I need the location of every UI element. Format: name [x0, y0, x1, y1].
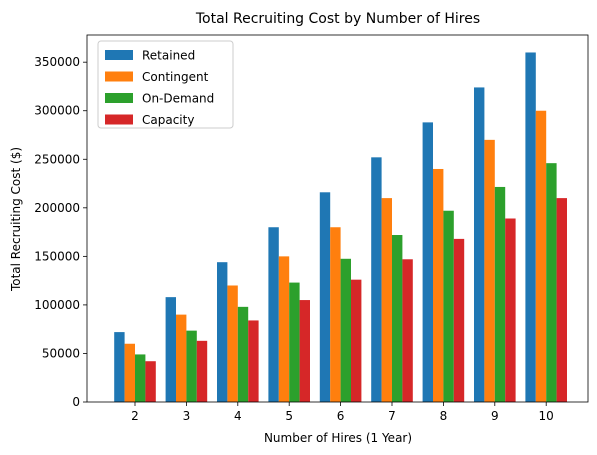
bar-retained-2	[114, 332, 125, 402]
x-tick-label: 9	[491, 409, 499, 423]
bar-contingent-6	[330, 227, 341, 402]
legend-box	[97, 40, 234, 129]
legend-swatch-contingent	[105, 71, 133, 82]
bar-capacity-6	[351, 279, 362, 402]
chart-title: Total Recruiting Cost by Number of Hires	[195, 11, 480, 27]
bar-on-demand-5	[289, 282, 300, 402]
bar-contingent-8	[433, 168, 444, 402]
bar-on-demand-2	[135, 354, 146, 402]
bar-on-demand-6	[340, 258, 351, 402]
bar-retained-6	[319, 192, 331, 402]
y-tick-label: 200000	[34, 201, 80, 215]
bar-contingent-10	[535, 110, 547, 402]
x-tick-label: 2	[131, 409, 139, 423]
x-axis-label: Number of Hires (1 Year)	[264, 431, 412, 445]
legend: Retained Contingent On-Demand Capacity	[97, 40, 234, 129]
x-tick-label: 10	[539, 409, 554, 423]
bar-on-demand-8	[443, 210, 454, 402]
bar-on-demand-9	[494, 186, 506, 402]
legend-label-retained: Retained	[142, 49, 195, 63]
bar-retained-8	[422, 122, 433, 402]
y-axis-label: Total Recruiting Cost ($)	[9, 147, 23, 292]
bar-retained-3	[165, 297, 176, 402]
bar-on-demand-7	[392, 235, 403, 402]
bar-capacity-9	[505, 218, 516, 402]
y-tick-label: 350000	[34, 55, 80, 69]
y-tick-label: 100000	[34, 298, 80, 312]
y-tick-label: 150000	[34, 249, 80, 263]
bar-capacity-7	[402, 259, 413, 402]
legend-label-capacity: Capacity	[142, 113, 194, 127]
bar-on-demand-10	[546, 163, 557, 402]
x-axis-ticks: 2 3 4 5 6 7 8 9 10	[131, 402, 554, 423]
legend-swatch-on-demand	[105, 93, 133, 103]
bars-group	[114, 52, 567, 403]
bar-capacity-4	[248, 320, 259, 402]
bar-capacity-8	[453, 238, 465, 402]
bar-retained-4	[217, 262, 228, 402]
bar-on-demand-3	[186, 330, 197, 402]
bar-retained-7	[371, 157, 382, 402]
bar-contingent-2	[124, 343, 135, 402]
x-tick-label: 6	[337, 409, 345, 423]
bar-capacity-5	[299, 300, 310, 402]
y-tick-label: 0	[72, 395, 80, 409]
bar-capacity-3	[196, 340, 208, 402]
bar-contingent-4	[227, 285, 238, 402]
legend-swatch-capacity	[105, 114, 133, 125]
y-tick-label: 300000	[34, 104, 80, 118]
y-tick-label: 50000	[42, 346, 80, 360]
x-tick-label: 4	[234, 409, 242, 423]
bar-contingent-5	[278, 256, 290, 402]
x-tick-label: 7	[388, 409, 396, 423]
legend-label-on-demand: On-Demand	[142, 92, 214, 106]
bar-retained-5	[268, 227, 279, 402]
plot-frame	[86, 34, 589, 403]
bar-on-demand-4	[237, 306, 249, 402]
x-tick-label: 5	[285, 409, 293, 423]
legend-label-contingent: Contingent	[142, 70, 209, 84]
y-axis-ticks: 0 50000 100000 150000 200000 250000 300000 3500…	[34, 55, 87, 409]
bar-retained-9	[474, 87, 485, 403]
bar-contingent-7	[381, 198, 392, 402]
bar-capacity-10	[556, 198, 567, 402]
bar-capacity-2	[145, 361, 156, 402]
x-tick-label: 3	[183, 409, 191, 423]
y-tick-label: 250000	[34, 152, 80, 166]
bar-contingent-3	[176, 314, 187, 402]
bar-contingent-9	[484, 139, 495, 403]
bar-retained-10	[525, 52, 536, 402]
x-tick-label: 8	[440, 409, 448, 423]
legend-swatch-retained	[105, 50, 133, 60]
